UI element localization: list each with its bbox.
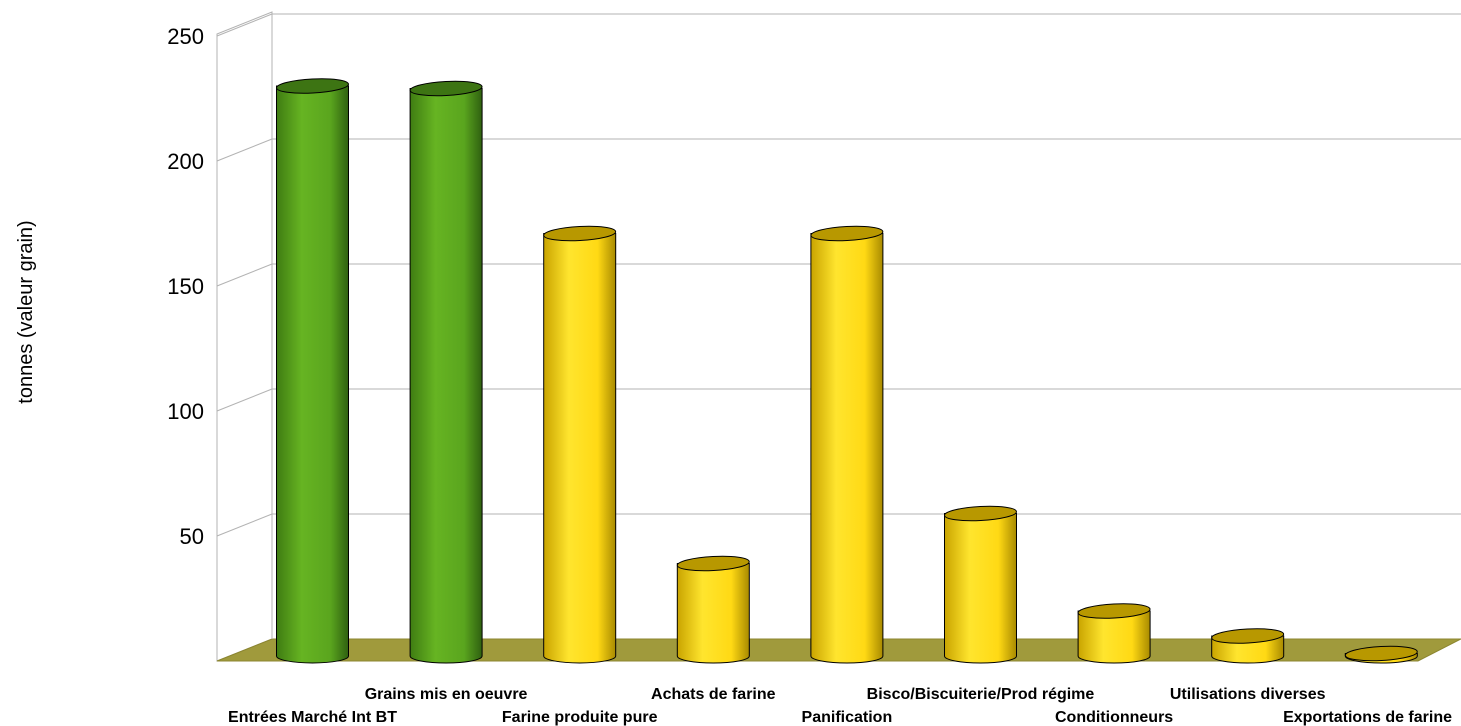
- x-tick-label: Entrées Marché Int BT: [228, 709, 397, 726]
- bar: [1344, 645, 1418, 664]
- x-tick-label: Achats de farine: [651, 686, 776, 703]
- y-tick-label: 150: [167, 274, 204, 299]
- bar: [810, 225, 884, 664]
- x-tick-label: Panification: [802, 709, 893, 726]
- x-tick-label: Farine produite pure: [502, 709, 658, 726]
- bar-cap: [409, 80, 483, 97]
- bar: [676, 555, 750, 664]
- bar-cap: [543, 225, 617, 242]
- bar-body: [944, 513, 1017, 664]
- bar-body: [276, 85, 349, 664]
- y-tick-label: 200: [167, 149, 204, 174]
- bar-cap: [944, 505, 1017, 522]
- bars: [276, 78, 1418, 664]
- bar-cap: [810, 225, 884, 242]
- bar-body: [810, 233, 884, 664]
- gridline-side: [216, 388, 273, 412]
- bar: [409, 80, 483, 664]
- gridline-side: [216, 263, 273, 287]
- y-axis-label: tonnes (valeur grain): [15, 220, 37, 403]
- x-tick-label: Bisco/Biscuiterie/Prod régime: [867, 686, 1095, 703]
- bar-cap: [676, 555, 750, 572]
- bar: [944, 505, 1017, 664]
- side-wall-panel: [216, 11, 273, 662]
- x-tick-label: Conditionneurs: [1055, 709, 1173, 726]
- y-tick-label: 250: [167, 24, 204, 49]
- y-axis-ticks: 50 100 150 200 250: [167, 24, 204, 549]
- bar-body: [676, 563, 750, 664]
- bar: [276, 78, 349, 664]
- bar-cap: [1077, 603, 1151, 619]
- bar-cap: [1211, 628, 1285, 644]
- x-tick-label: Grains mis en oeuvre: [365, 686, 528, 703]
- bar: [543, 225, 617, 664]
- y-tick-label: 50: [180, 524, 204, 549]
- bar: [1211, 628, 1285, 664]
- gridline-side: [216, 138, 273, 162]
- bar-cap: [1344, 645, 1418, 662]
- bar: [1077, 603, 1151, 664]
- bar-body: [409, 88, 483, 664]
- bar-body: [1077, 610, 1151, 664]
- gridline-side: [216, 513, 273, 537]
- x-axis-ticks: Entrées Marché Int BT Grains mis en oeuvr…: [228, 686, 1452, 726]
- y-tick-label: 100: [167, 399, 204, 424]
- bar-cap: [276, 78, 349, 94]
- x-tick-label: Exportations de farine: [1283, 709, 1452, 726]
- x-tick-label: Utilisations diverses: [1170, 686, 1326, 703]
- bar-body: [543, 233, 617, 664]
- gridline-side: [216, 13, 273, 37]
